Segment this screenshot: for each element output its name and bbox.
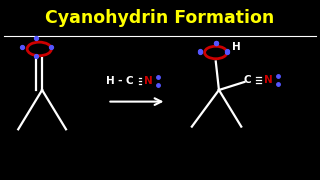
Text: Cyanohydrin Formation: Cyanohydrin Formation (45, 9, 275, 27)
Text: H: H (106, 76, 115, 86)
Text: N: N (264, 75, 273, 85)
Text: C: C (244, 75, 252, 85)
Text: -: - (118, 76, 123, 86)
Text: N: N (144, 76, 153, 86)
Text: H: H (232, 42, 240, 52)
Text: C: C (126, 76, 133, 86)
